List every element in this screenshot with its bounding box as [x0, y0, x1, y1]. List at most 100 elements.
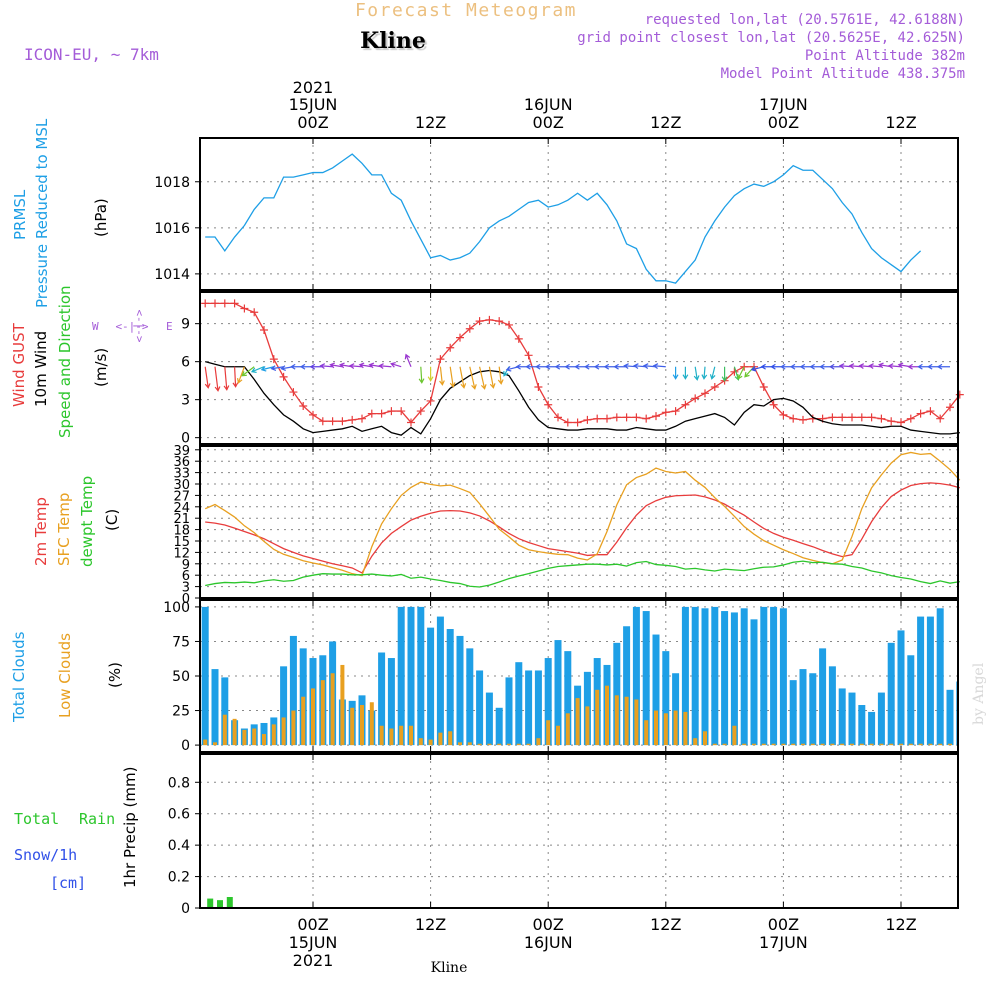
low-cloud-bar: [605, 685, 609, 746]
low-cloud-bar: [654, 710, 658, 746]
total-cloud-bar: [613, 642, 621, 746]
low-cloud-bar: [850, 743, 854, 746]
low-cloud-bar: [428, 739, 433, 746]
gust-marker: [514, 334, 523, 343]
total-cloud-bar: [211, 669, 219, 746]
rain-bar: [207, 898, 214, 908]
gust-marker: [485, 315, 494, 324]
gust-marker: [632, 413, 641, 422]
total-cloud-bar: [446, 629, 454, 746]
bottom-date-label: 17JUN: [759, 933, 808, 952]
gust-marker: [838, 413, 847, 422]
precip-ytick-label: 0.2: [168, 870, 190, 886]
gust-marker: [465, 324, 474, 333]
total-cloud-bar: [681, 606, 689, 746]
low-cloud-bar: [320, 680, 325, 746]
low-cloud-bar: [536, 738, 541, 746]
gust-marker: [387, 407, 396, 416]
gust-label: Wind GUST: [10, 322, 28, 407]
rain-bar: [226, 897, 233, 908]
gust-marker: [710, 383, 719, 391]
total-cloud-bar: [564, 651, 572, 746]
wind-direction-arrow: [232, 366, 239, 388]
low-cloud-bar: [830, 743, 835, 746]
gust-marker: [436, 355, 445, 364]
total-cloud-bar: [887, 642, 895, 746]
top-hour-label: 00Z: [297, 113, 328, 132]
total-cloud-bar: [407, 606, 415, 746]
gust-marker: [416, 407, 425, 416]
low-cloud-bar: [213, 742, 217, 746]
gust-marker: [407, 418, 415, 427]
gust-marker: [446, 343, 455, 352]
location-title: Kline: [360, 28, 426, 54]
wind-direction-arrow: [672, 366, 679, 380]
wind-direction-arrow: [613, 363, 627, 370]
temperature-ytick-label: 15: [173, 535, 190, 550]
total-cloud-bar: [672, 673, 680, 746]
low-cloud-bar: [546, 720, 551, 746]
gust-marker: [906, 414, 915, 423]
gust-marker: [593, 414, 602, 423]
temperature-ytick-label: 36: [173, 455, 190, 470]
low-cloud-bar: [752, 743, 756, 746]
wind-direction-arrow: [868, 363, 882, 369]
low-cloud-bar: [595, 689, 600, 746]
low-cloud-bar: [526, 743, 531, 746]
bottom-hour-label: 12Z: [415, 915, 446, 934]
temperature-ytick-label: 24: [173, 501, 190, 516]
gust-marker: [867, 413, 876, 422]
total-cloud-bar: [623, 626, 631, 746]
gust-marker: [534, 383, 543, 391]
low-cloud-bar: [820, 743, 825, 746]
low-cloud-bar: [761, 743, 766, 746]
wind-direction-arrow: [488, 366, 496, 389]
rain-bar: [217, 900, 223, 908]
low-cloud-bar: [418, 738, 423, 746]
low-cloud-bar: [575, 698, 580, 746]
low-cloud-bar: [252, 728, 257, 746]
low-cloud-bar: [840, 743, 845, 746]
low-cloud-bar: [497, 743, 502, 746]
total-cloud-bar: [721, 611, 729, 746]
gust-marker: [328, 417, 337, 426]
gust-marker: [622, 413, 631, 422]
gust-marker: [701, 389, 709, 398]
low-cloud-bar: [781, 743, 786, 746]
requested-coords: requested lon,lat (20.5761E, 42.6188N): [645, 12, 965, 28]
wind-direction-arrow: [260, 366, 274, 372]
low-cloud-bar: [948, 743, 952, 746]
gust-marker: [505, 320, 513, 329]
gust-marker: [857, 413, 866, 422]
gust-marker: [769, 400, 778, 409]
low-cloud-bar: [232, 718, 237, 746]
gust-marker: [877, 414, 886, 423]
total-cloud-bar: [819, 648, 827, 746]
pressure-series-prmsl: [205, 153, 922, 284]
wind-direction-arrow: [459, 366, 467, 389]
gust-marker: [475, 317, 484, 326]
bottom-hour-label: 00Z: [533, 915, 564, 934]
low-cloud-bar: [673, 710, 678, 746]
gust-marker: [318, 417, 327, 426]
low-cloud-bar: [507, 743, 511, 746]
wind-compass: W E <-|-> <-|->: [92, 309, 173, 342]
temperature-series-dewpt-temp: [205, 560, 960, 588]
low-clouds-label: Low Clouds: [56, 633, 74, 718]
pressure-ytick-label: 1018: [154, 175, 190, 191]
wind-direction-arrow: [236, 366, 245, 384]
total-cloud-bar: [848, 692, 856, 746]
total-cloud-bar: [485, 692, 493, 746]
gust-marker: [358, 414, 366, 423]
low-cloud-bar: [624, 696, 629, 746]
temperature-ytick-label: 0: [182, 592, 190, 607]
total-cloud-bar: [280, 666, 288, 746]
wind-direction-arrow: [497, 366, 504, 385]
top-date-label: 16JUN: [524, 95, 573, 114]
top-date-label: 15JUN: [289, 95, 338, 114]
clouds-ytick-label: 50: [172, 669, 190, 685]
total-cloud-bar: [868, 711, 876, 746]
wind-direction-arrow: [936, 363, 950, 370]
tsfc-label: SFC Temp: [55, 493, 73, 566]
